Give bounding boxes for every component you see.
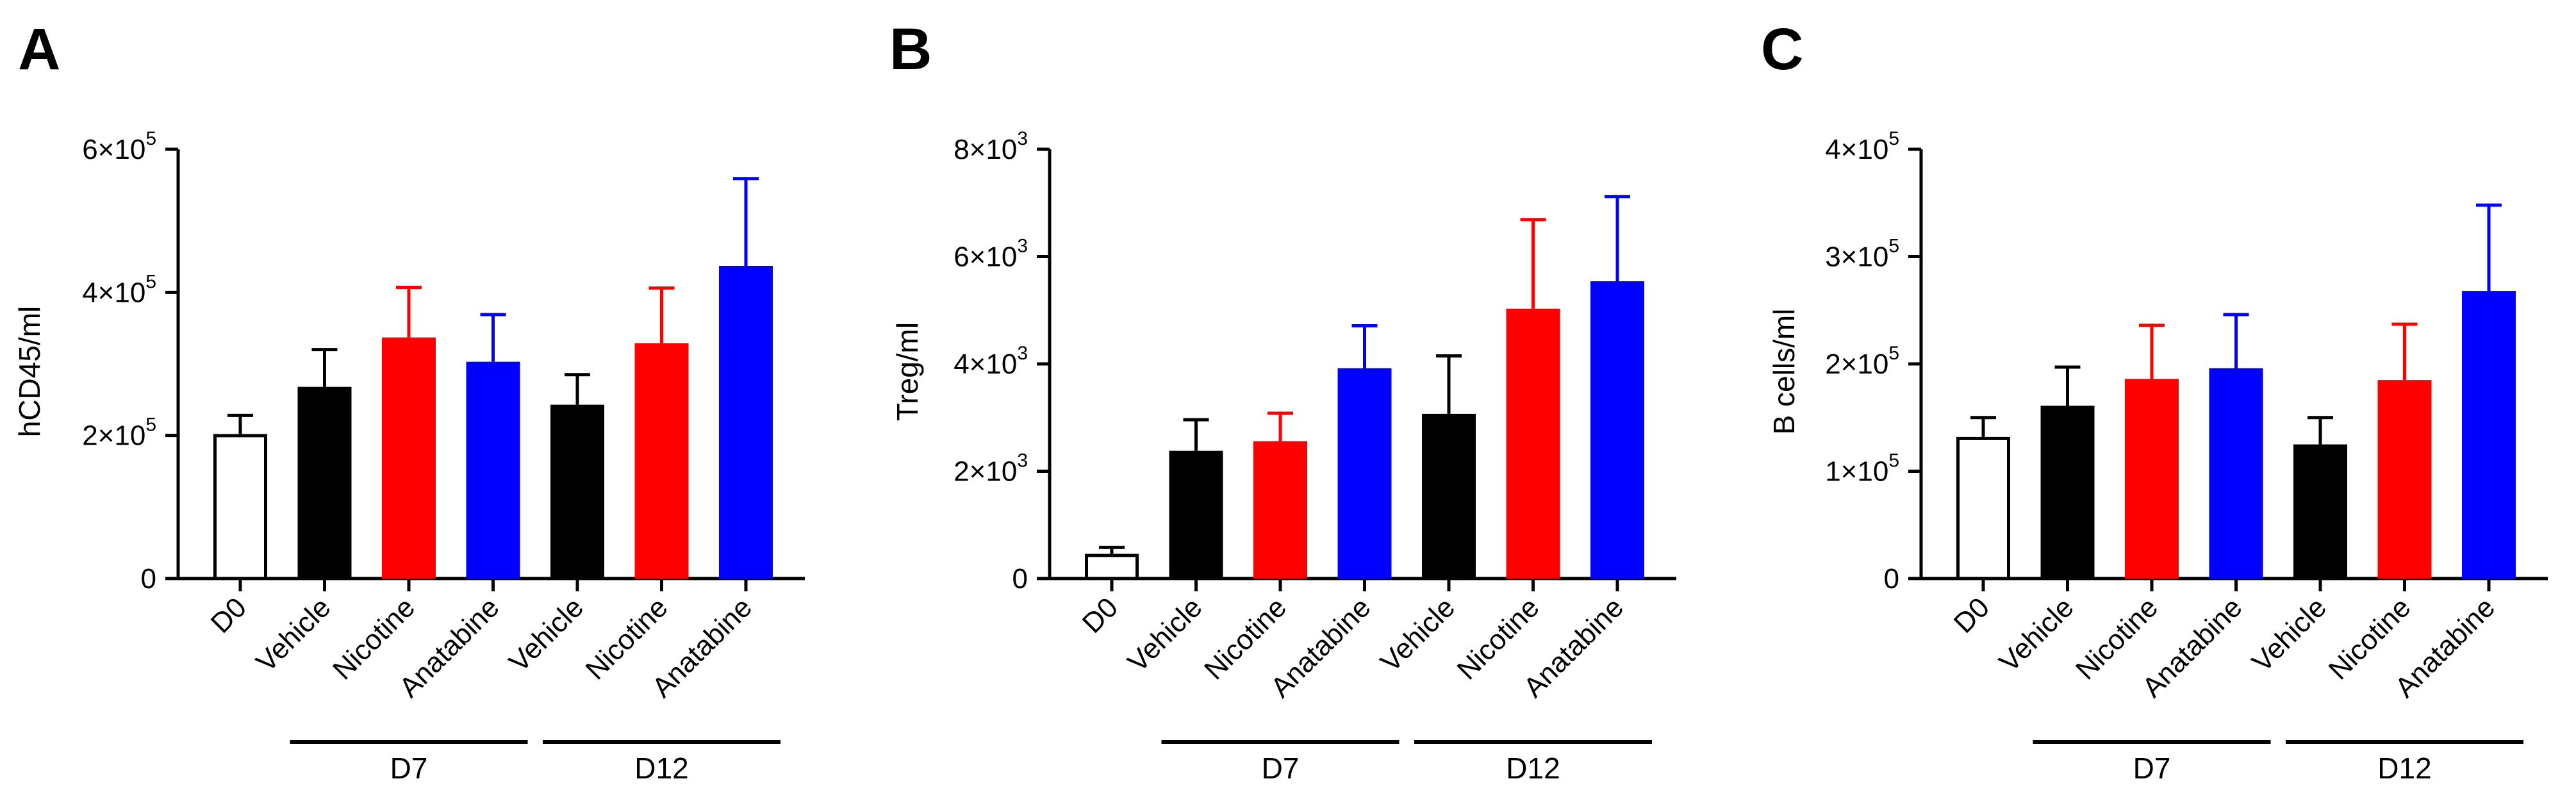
panel-a-y-tick-label: 0: [141, 563, 156, 595]
panel-b-category-label: Vehicle: [1375, 591, 1461, 678]
panel-b-bar: [1169, 450, 1223, 579]
panel-a-bar: [634, 343, 689, 579]
panel-c-ylabel: B cells/ml: [1767, 309, 1801, 435]
panel-b-group-label: D12: [1506, 752, 1560, 785]
panel-c-category-label: Vehicle: [2246, 591, 2332, 678]
panel-b-category-label: D0: [1077, 591, 1124, 639]
panel-b-bar: [1337, 368, 1392, 579]
panel-b-y-tick-label: 0: [1012, 563, 1028, 595]
panel-a-ylabel: hCD45/ml: [13, 306, 46, 438]
panel-c-bar: [2462, 291, 2516, 579]
panel-a-category-label: Vehicle: [251, 591, 337, 678]
panel-a-bar: [213, 434, 267, 580]
panel-a-group-label: D12: [634, 752, 688, 785]
panel-c-bar: [2209, 368, 2263, 579]
panel-c-y-tick-label: 3×105: [1825, 236, 1899, 273]
panel-b-bar: [1506, 308, 1560, 579]
panel-b-bar: [1253, 441, 1307, 579]
panel-a: A hCD45/ml 02×1054×1056×105D0VehicleNico…: [13, 17, 805, 785]
panel-a-y-tick-label: 6×105: [82, 128, 156, 165]
panel-a-category-label: D0: [205, 591, 252, 639]
panel-b-ylabel: Treg/ml: [891, 322, 924, 421]
panel-c-bar: [2125, 379, 2179, 579]
panel-c-category-label: Vehicle: [1994, 591, 2080, 678]
panel-b-bar: [1422, 413, 1476, 579]
panel-c-letter: C: [1761, 17, 1803, 82]
panel-b-bar: [1590, 281, 1644, 579]
panel-b-y-tick-label: 8×103: [954, 128, 1028, 165]
panel-b: B Treg/ml 02×1034×1036×1038×103D0Vehicle…: [889, 17, 1676, 785]
panel-a-y-tick-label: 2×105: [82, 415, 156, 452]
panel-b-letter: B: [889, 17, 932, 82]
panel-b-y-tick-label: 2×103: [954, 450, 1028, 488]
panel-a-letter: A: [18, 17, 60, 82]
panel-b-category-label: Vehicle: [1122, 591, 1209, 678]
panel-c-y-tick-label: 2×105: [1825, 343, 1899, 380]
panel-c-group-label: D12: [2377, 752, 2431, 785]
panel-b-bar: [1085, 554, 1139, 580]
panel-a-bar: [297, 386, 352, 579]
panel-a-bar: [382, 337, 436, 579]
panel-a-category-label: Vehicle: [503, 591, 590, 678]
panel-b-group-label: D7: [1262, 752, 1300, 785]
panel-c-bar: [2040, 406, 2095, 579]
panel-c-category-label: D0: [1948, 591, 1995, 639]
panel-c: C B cells/ml 01×1052×1053×1054×105D0Vehi…: [1761, 17, 2548, 785]
panel-a-bar: [719, 266, 773, 579]
panel-a-group-label: D7: [390, 752, 428, 785]
panel-a-bar: [550, 404, 604, 579]
panel-c-bar: [2377, 380, 2432, 579]
panel-c-y-tick-label: 1×105: [1825, 450, 1899, 488]
panel-c-bar: [2293, 444, 2347, 579]
panel-b-y-tick-label: 4×103: [954, 343, 1028, 380]
panel-c-y-tick-label: 4×105: [1825, 128, 1899, 165]
panel-c-group-label: D7: [2133, 752, 2171, 785]
panel-a-bar: [466, 361, 520, 579]
panel-b-y-tick-label: 6×103: [954, 236, 1028, 273]
panel-c-bar: [1956, 436, 2010, 580]
panel-c-y-tick-label: 0: [1884, 563, 1899, 595]
panel-a-y-tick-label: 4×105: [82, 271, 156, 308]
